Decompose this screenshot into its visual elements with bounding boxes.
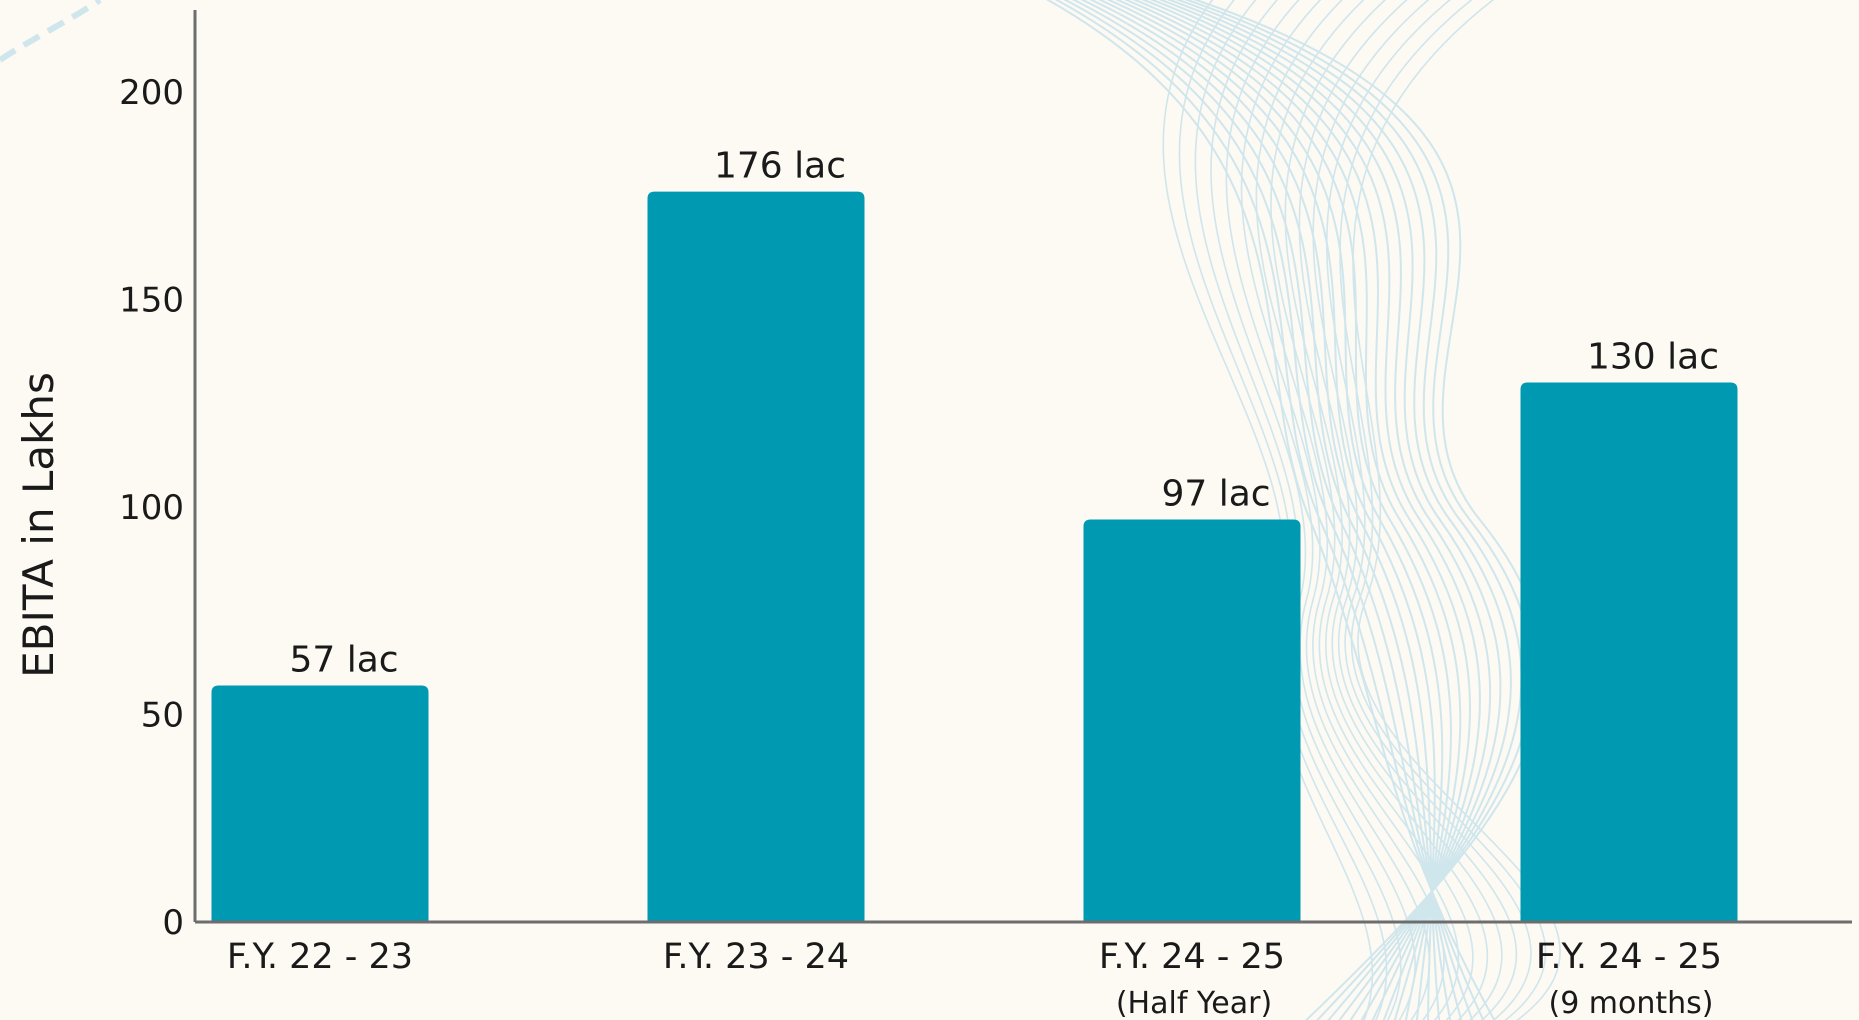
bar-value-label: 97 lac <box>1161 473 1270 514</box>
decor-wave-line <box>1175 0 1523 1020</box>
decor-wave-line <box>1054 0 1485 1020</box>
y-ticks-group: 0 50 100 150 200 <box>119 73 184 943</box>
bar-value-label: 176 lac <box>714 146 846 187</box>
decor-wave-line <box>1149 0 1492 1020</box>
bar-3 <box>1083 519 1301 922</box>
data-labels-group: 57 lac 176 lac 97 lac 130 lac <box>289 146 1719 681</box>
bar-value-label: 130 lac <box>1587 337 1719 378</box>
decor-wave-line <box>1166 0 1512 1020</box>
x-categories-group: F.Y. 22 - 23 F.Y. 23 - 24 F.Y. 24 - 25 (Hal… <box>227 937 1722 1020</box>
decor-wave-line <box>1284 0 1489 1020</box>
x-category-label: F.Y. 22 - 23 <box>227 937 413 977</box>
bar-4 <box>1520 382 1738 922</box>
decor-wave-line <box>1312 0 1517 1020</box>
x-category-label: F.Y. 23 - 24 <box>663 937 849 977</box>
x-category-sublabel: (Half Year) <box>1116 986 1272 1020</box>
decor-wave-line <box>1270 0 1474 1020</box>
bar-value-label: 57 lac <box>289 639 398 680</box>
decor-wave-line <box>1158 0 1502 1020</box>
decor-wave-line <box>1255 0 1460 1020</box>
y-tick-label: 0 <box>162 903 184 943</box>
bars-group <box>211 191 1738 923</box>
decor-wave-line <box>1298 0 1503 1020</box>
decor-wave-line <box>1240 0 1445 1020</box>
y-tick-label: 100 <box>119 488 184 528</box>
bar-2 <box>647 191 865 923</box>
y-tick-label: 150 <box>119 281 184 321</box>
bar-1 <box>211 685 429 922</box>
decor-wave-line <box>1123 0 1462 1020</box>
decor-wave-line <box>1325 0 1532 1020</box>
decor-wave-line <box>1225 0 1431 1020</box>
decor-wave-line <box>1192 0 1544 1020</box>
decor-wave-line <box>1184 0 1534 1020</box>
decor-wave-line <box>1210 0 1416 1020</box>
axes-group <box>193 10 1852 924</box>
decor-wave-line <box>1140 0 1481 1020</box>
x-category-label: F.Y. 24 - 25 <box>1099 937 1285 977</box>
x-category-label: F.Y. 24 - 25 <box>1536 937 1722 977</box>
x-category-sublabel: (9 months) <box>1548 986 1713 1020</box>
decor-wave-line <box>1062 0 1474 1020</box>
decor-wave-line <box>1045 0 1496 1020</box>
y-tick-label: 50 <box>141 696 184 736</box>
decor-wave-line <box>1088 0 1441 1020</box>
background-wave-decoration <box>0 0 1561 1020</box>
y-tick-label: 200 <box>119 73 184 113</box>
decor-corner-arc <box>0 0 102 63</box>
y-axis-label: EBITA in Lakhs <box>14 372 63 678</box>
